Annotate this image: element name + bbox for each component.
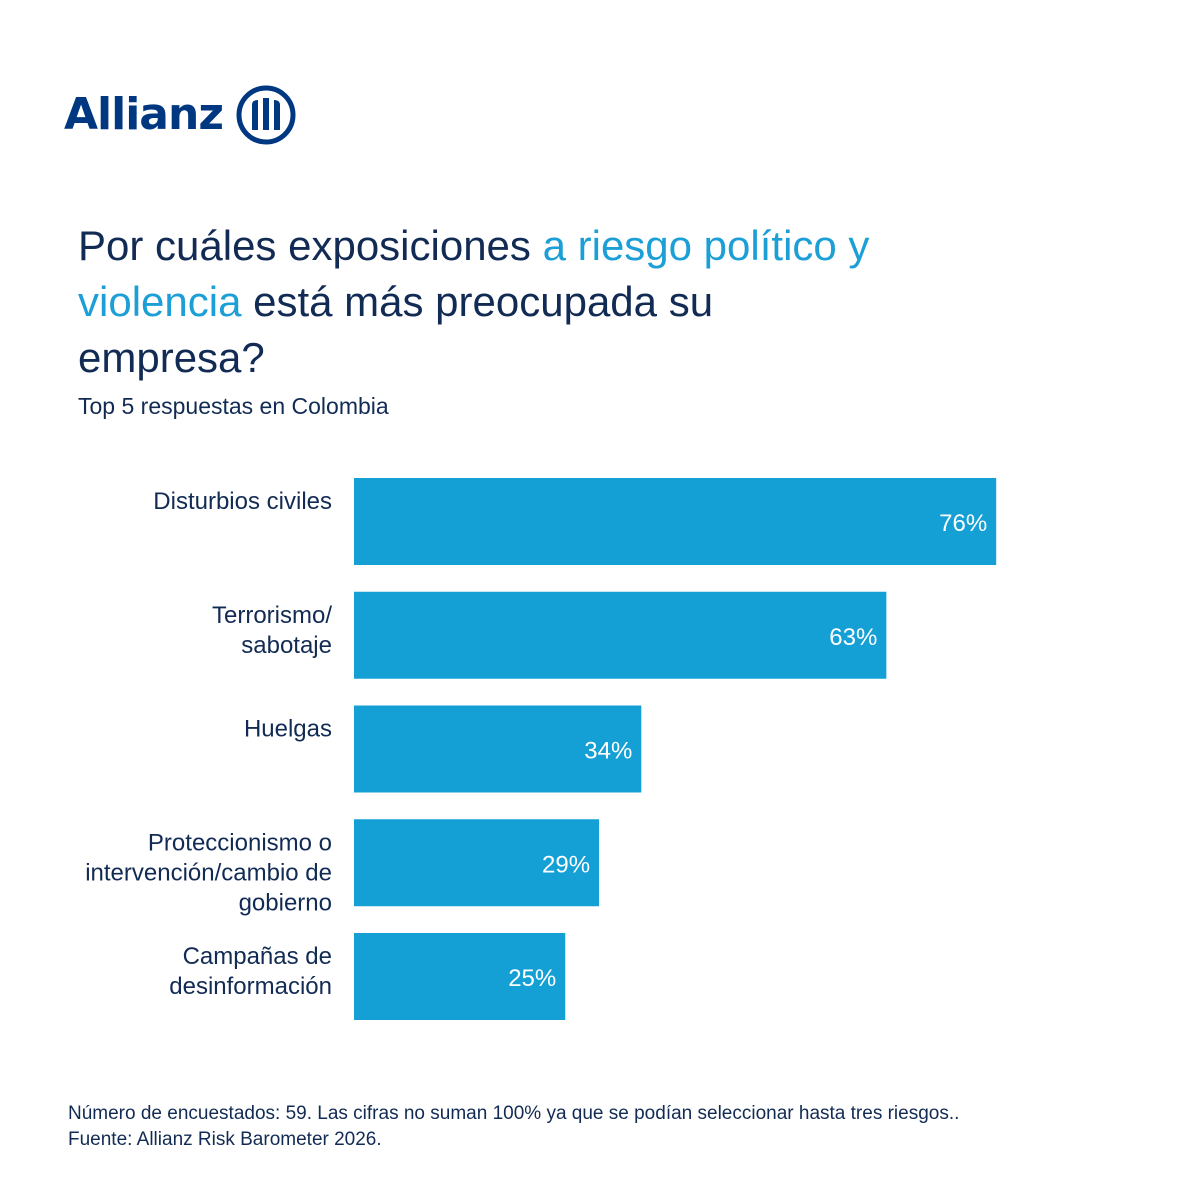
category-label-line: sabotaje — [241, 632, 332, 659]
bar-group: 34% Huelgas — [244, 705, 642, 793]
footnote-respondents: Número de encuestados: 59. Las cifras no… — [68, 1103, 960, 1124]
bar-value-label: 29% — [542, 851, 590, 878]
category-label-line: gobierno — [239, 889, 332, 916]
category-label: Huelgas — [244, 716, 332, 743]
title-part-1: Por cuáles exposiciones — [78, 222, 543, 269]
bar-value-label: 63% — [829, 624, 877, 651]
category-label-line: desinformación — [169, 973, 332, 1000]
category-label-line: Campañas de — [183, 943, 332, 970]
category-label-line: Disturbios civiles — [153, 488, 332, 515]
category-label: Campañas de desinformación — [169, 943, 332, 1000]
bar-group: 25% Campañas de desinformación — [169, 933, 566, 1020]
footnote-source: Fuente: Allianz Risk Barometer 2026. — [68, 1129, 382, 1150]
bar-group: 29% Proteccionismo o intervención/cambio d… — [85, 819, 600, 916]
category-label: Proteccionismo o intervención/cambio de go… — [85, 829, 332, 916]
bar — [354, 819, 600, 907]
bar — [354, 591, 887, 679]
allianz-eagle-pillars-icon — [236, 85, 296, 145]
allianz-logo: Allianz — [64, 84, 297, 146]
category-label-line: Proteccionismo o — [148, 829, 332, 856]
category-label: Disturbios civiles — [153, 488, 332, 515]
bar-group: 63% Terrorismo/sabotaje — [212, 591, 887, 679]
bar-group: 76% Disturbios civiles — [153, 478, 997, 565]
category-label-line: Huelgas — [244, 716, 332, 743]
category-label-line: Terrorismo/ — [212, 602, 332, 629]
bar-value-label: 34% — [584, 738, 632, 765]
bar — [354, 705, 642, 793]
brand-name: Allianz — [64, 89, 224, 140]
bar-value-label: 76% — [939, 510, 987, 537]
title-part-3: está más preocupada su empresa? — [78, 278, 714, 381]
category-label: Terrorismo/sabotaje — [212, 602, 332, 659]
bar — [354, 478, 997, 565]
category-label-line: intervención/cambio de — [85, 859, 332, 886]
chart-title: Por cuáles exposiciones a riesgo polític… — [78, 218, 898, 386]
title-part-accent: a riesgo político y violencia — [78, 222, 870, 325]
bar — [354, 933, 566, 1020]
chart-subtitle: Top 5 respuestas en Colombia — [78, 393, 389, 419]
bar-value-label: 25% — [508, 965, 556, 992]
footnote: Número de encuestados: 59. Las cifras no… — [68, 1101, 1168, 1153]
